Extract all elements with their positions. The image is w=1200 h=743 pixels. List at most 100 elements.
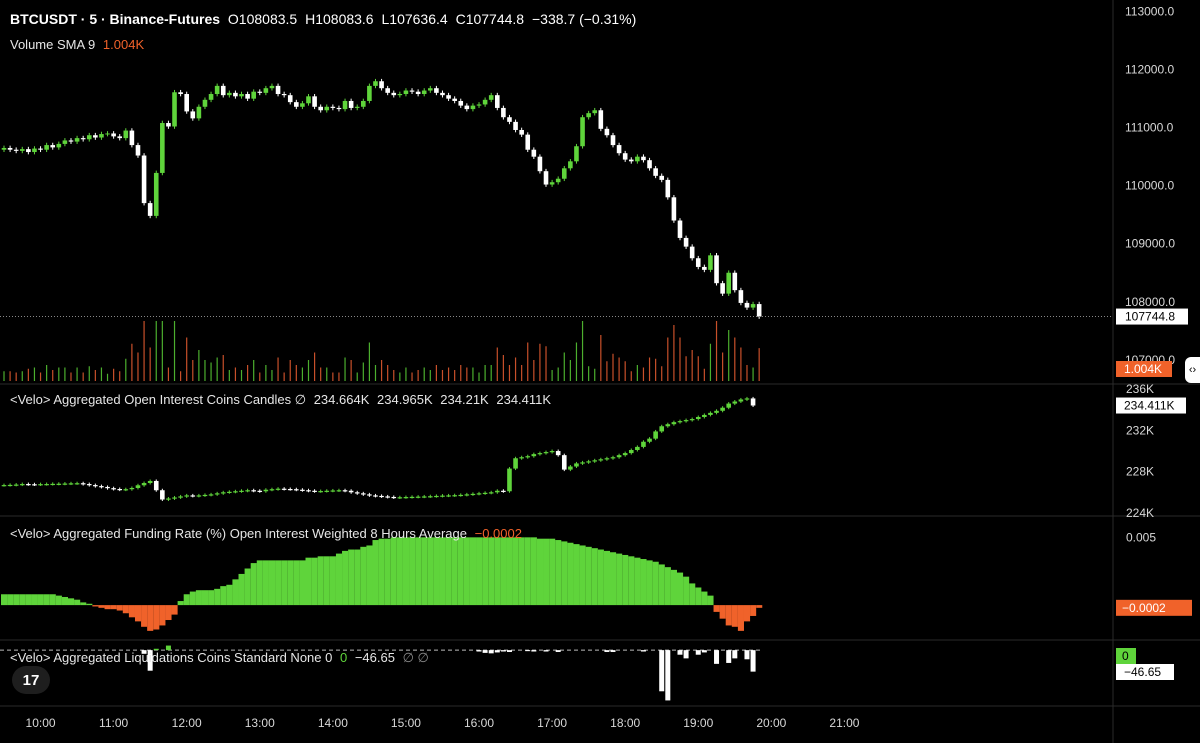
oi-candle — [318, 491, 323, 493]
price-candle — [458, 100, 464, 106]
price-candle — [312, 96, 317, 107]
liq-bar — [488, 650, 494, 654]
oi-candle — [56, 483, 62, 485]
oi-candle — [702, 414, 707, 417]
funding-bar — [171, 605, 178, 615]
liq-bar — [482, 650, 488, 653]
oi-candle — [574, 463, 579, 467]
funding-bar — [378, 538, 385, 606]
funding-bar — [214, 588, 221, 606]
price-candle — [543, 171, 549, 185]
liq-bar — [744, 650, 750, 660]
funding-bar — [457, 537, 464, 606]
price-candle — [744, 302, 750, 308]
oi-candle — [385, 496, 390, 498]
liq-legend[interactable]: <Velo> Aggregated Liquidations Coins Sta… — [10, 650, 433, 666]
price-candle — [13, 149, 19, 151]
oi-legend[interactable]: <Velo> Aggregated Open Interest Coins Ca… — [10, 392, 555, 408]
price-candle — [403, 90, 409, 95]
oi-candle — [531, 454, 537, 457]
price-candle — [501, 107, 506, 118]
price-candle — [99, 134, 104, 138]
funding-bar — [183, 594, 190, 606]
oi-candle — [665, 424, 671, 427]
oi-candle — [239, 490, 244, 492]
funding-bar — [299, 560, 306, 606]
oi-candle — [184, 495, 189, 497]
price-candle — [7, 147, 13, 150]
funding-bar — [524, 537, 531, 606]
price-candle — [586, 113, 591, 118]
time-tick-label: 17:00 — [537, 716, 567, 730]
price-candle — [275, 85, 281, 95]
oi-candle — [586, 461, 591, 463]
price-candle — [689, 246, 695, 259]
funding-legend[interactable]: <Velo> Aggregated Funding Rate (%) Open … — [10, 526, 526, 541]
price-candle — [86, 135, 92, 140]
price-candle — [184, 94, 189, 112]
time-tick-label: 19:00 — [683, 716, 713, 730]
price-candle — [732, 272, 738, 291]
oi-candle — [74, 483, 80, 485]
funding-bar — [494, 537, 501, 606]
oi-candle — [86, 484, 92, 486]
oi-candle — [220, 492, 226, 494]
oi-candle — [342, 490, 348, 492]
price-candle — [38, 148, 43, 150]
oi-candle — [166, 498, 171, 500]
price-candle — [409, 90, 415, 92]
oi-candle — [604, 458, 610, 460]
liq-bar — [147, 650, 153, 671]
oi-candle — [555, 451, 561, 456]
low-value: L107636.4 — [381, 11, 448, 27]
oi-candle — [543, 452, 549, 454]
oi-candle — [421, 496, 427, 498]
price-candle — [574, 146, 579, 162]
price-candle — [702, 266, 707, 270]
funding-bar — [25, 594, 32, 606]
price-candle — [251, 91, 256, 99]
funding-bar — [658, 564, 665, 606]
price-candle — [342, 100, 348, 110]
funding-bar — [500, 537, 507, 606]
high-value: H108083.6 — [305, 11, 374, 27]
oi-candle — [111, 488, 116, 490]
funding-bar — [555, 540, 562, 606]
volume-tag — [1116, 361, 1172, 377]
oi-candle — [129, 487, 135, 490]
funding-bar — [141, 605, 148, 627]
funding-bar — [628, 556, 635, 606]
funding-bar — [652, 561, 659, 606]
price-candle — [190, 111, 196, 119]
oi-candle — [214, 493, 220, 495]
oi-candle — [610, 457, 616, 459]
funding-bar — [421, 537, 428, 606]
oi-candle — [580, 462, 585, 464]
liq-bar — [153, 648, 159, 651]
price-candle — [756, 304, 762, 317]
funding-bar — [725, 605, 732, 626]
volume-legend-label: Volume SMA 9 — [10, 37, 96, 52]
price-candle — [659, 175, 665, 180]
oi-candle — [99, 486, 104, 488]
oi-tick-label: 224K — [1126, 506, 1154, 520]
oi-candle — [513, 458, 518, 469]
volume-legend[interactable]: Volume SMA 9 1.004K — [10, 37, 148, 52]
funding-bar — [482, 537, 489, 606]
open-value: O108083.5 — [227, 11, 298, 27]
price-candle — [239, 94, 244, 97]
resize-handle-icon[interactable]: ‹› — [1185, 357, 1200, 383]
price-candle — [622, 153, 628, 160]
symbol-legend[interactable]: BTCUSDT · 5 · Binance-Futures O108083.5 … — [10, 11, 640, 27]
price-tick-label: 108000.0 — [1125, 295, 1175, 309]
price-candle — [616, 145, 622, 154]
funding-bar — [244, 568, 251, 606]
funding-bar — [476, 537, 483, 606]
oi-candle — [38, 484, 43, 486]
tradingview-logo[interactable]: 17 — [12, 666, 50, 694]
oi-candle — [330, 490, 336, 492]
funding-bar — [116, 605, 123, 611]
price-candle — [287, 95, 293, 103]
funding-bar — [585, 546, 592, 606]
